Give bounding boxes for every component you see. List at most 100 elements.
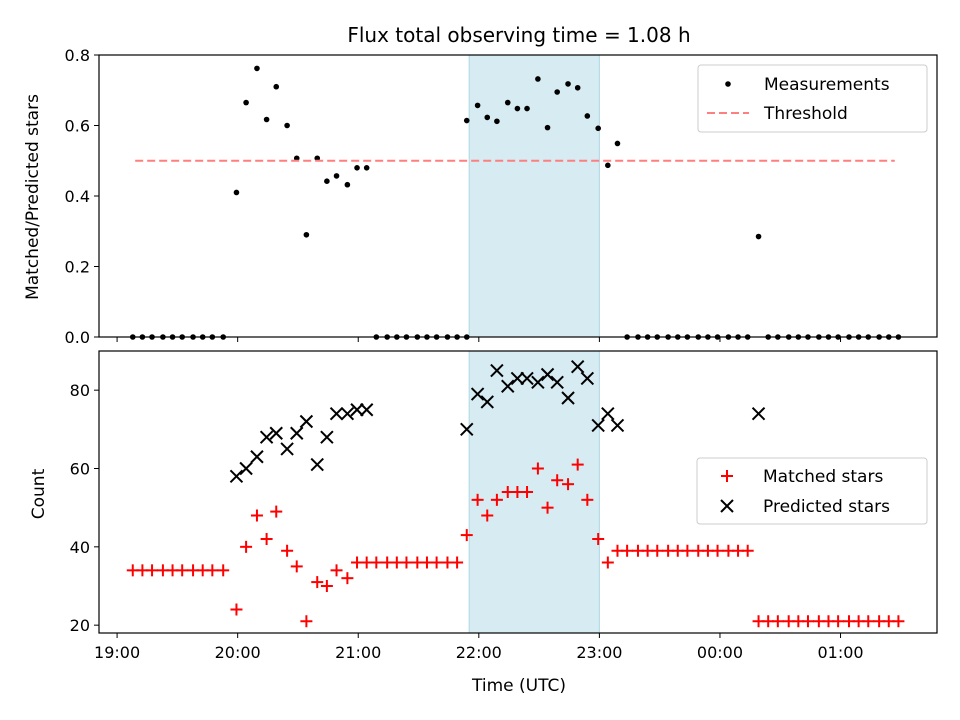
measurement-point (314, 155, 321, 162)
top-series-layer (129, 65, 902, 340)
matched-star-point (146, 564, 159, 577)
predicted-star-point (561, 391, 575, 405)
matched-star-point (490, 493, 503, 506)
measurement-point (474, 102, 481, 109)
predicted-star-point (340, 406, 355, 421)
measurement-point (284, 122, 290, 129)
predicted-star-point (460, 422, 474, 437)
matched-star-point (521, 486, 534, 498)
top-legend: Measurements Threshold (697, 64, 928, 133)
predicted-star-point (580, 371, 595, 386)
measurement-point (614, 140, 621, 147)
matched-star-point (531, 462, 544, 475)
measurement-point (463, 117, 470, 124)
matched-star-point (320, 580, 333, 592)
measurement-point (595, 125, 601, 132)
predicted-star-point (490, 363, 504, 378)
matched-star-point (281, 544, 294, 557)
predicted-star-point (470, 387, 485, 401)
bottom-y-axis-label: Count (29, 468, 49, 519)
bottom-legend: Matched stars Predicted stars (696, 457, 928, 525)
matched-star-point (370, 556, 383, 569)
legend-threshold-label: Threshold (763, 104, 848, 124)
legend-predicted-label: Predicted stars (763, 497, 890, 517)
matched-star-point (430, 556, 443, 569)
matched-star-point (541, 501, 554, 514)
chart-title: Flux total observing time = 1.08 h (347, 23, 690, 47)
measurement-point (544, 124, 551, 131)
bottom-panel: 20 40 60 80 19:00 20:00 21:00 22:00 23:00 00:00 0… (29, 350, 938, 696)
predicted-star-point (540, 367, 555, 382)
matched-star-point (771, 615, 784, 628)
predicted-star-point (550, 375, 564, 390)
y-tick-label: 0.0 (65, 328, 90, 347)
matched-star-point (651, 544, 664, 557)
measurement-point (303, 231, 310, 238)
legend-measurements-marker (725, 81, 731, 87)
measurement-point (333, 173, 340, 179)
observing-window-span (468, 54, 600, 338)
legend-predicted-marker (720, 499, 734, 513)
matched-star-point (801, 615, 814, 628)
measurement-point (584, 113, 591, 119)
measurement-point (263, 116, 270, 123)
matched-star-point (581, 493, 594, 506)
matched-star-point (681, 544, 694, 557)
matched-star-point (206, 564, 219, 577)
measurement-point (324, 178, 330, 184)
matched-star-point (741, 544, 754, 557)
predicted-star-point (290, 426, 304, 440)
measurement-point (755, 233, 762, 240)
measurement-point (243, 99, 249, 106)
matched-star-point (892, 615, 905, 628)
matched-star-point (217, 564, 230, 577)
predicted-star-point (480, 395, 494, 409)
predicted-star-point (250, 450, 264, 464)
matched-star-point (481, 509, 494, 522)
predicted-star-point (610, 418, 625, 433)
predicted-star-point (320, 430, 334, 444)
top-legend-box (697, 64, 928, 133)
x-tick-label: 00:00 (697, 643, 743, 662)
matched-star-point (451, 556, 464, 569)
matched-star-point (862, 615, 875, 628)
measurement-point (535, 76, 541, 82)
matched-star-point (571, 458, 584, 471)
predicted-star-point (350, 403, 364, 417)
measurement-point (354, 165, 360, 171)
y-tick-label: 0.2 (65, 258, 90, 277)
matched-star-point (621, 544, 634, 557)
y-tick-label: 40 (70, 538, 90, 557)
matched-star-point (311, 576, 324, 589)
x-tick-label: 22:00 (456, 643, 502, 662)
x-tick-label: 20:00 (215, 643, 261, 662)
predicted-star-point (259, 430, 274, 444)
predicted-star-point (591, 418, 605, 433)
y-tick-label: 0.6 (65, 117, 90, 136)
predicted-star-point (570, 359, 585, 374)
matched-star-point (300, 615, 313, 628)
y-tick-label: 20 (70, 616, 90, 635)
matched-star-point (601, 556, 614, 569)
matched-star-point (250, 509, 263, 522)
predicted-star-point (229, 469, 244, 484)
measurement-point (605, 162, 611, 169)
bottom-y-ticks: 20 40 60 80 (70, 381, 99, 635)
measurement-point (484, 114, 491, 121)
matched-star-point (832, 615, 845, 628)
y-tick-label: 0.8 (65, 46, 90, 65)
predicted-star-point (280, 442, 294, 456)
measurement-point (574, 84, 581, 91)
measurement-point (344, 181, 351, 188)
predicted-star-point (299, 414, 314, 429)
predicted-star-point (520, 371, 534, 386)
matched-star-point (400, 556, 413, 569)
measurement-point (233, 189, 240, 196)
y-tick-label: 80 (70, 381, 90, 400)
bottom-x-ticks: 19:00 20:00 21:00 22:00 23:00 00:00 01:00 (94, 633, 864, 662)
measurement-point (565, 81, 571, 87)
predicted-star-point (751, 406, 766, 421)
y-tick-label: 0.4 (65, 187, 90, 206)
measurement-point (254, 65, 260, 72)
